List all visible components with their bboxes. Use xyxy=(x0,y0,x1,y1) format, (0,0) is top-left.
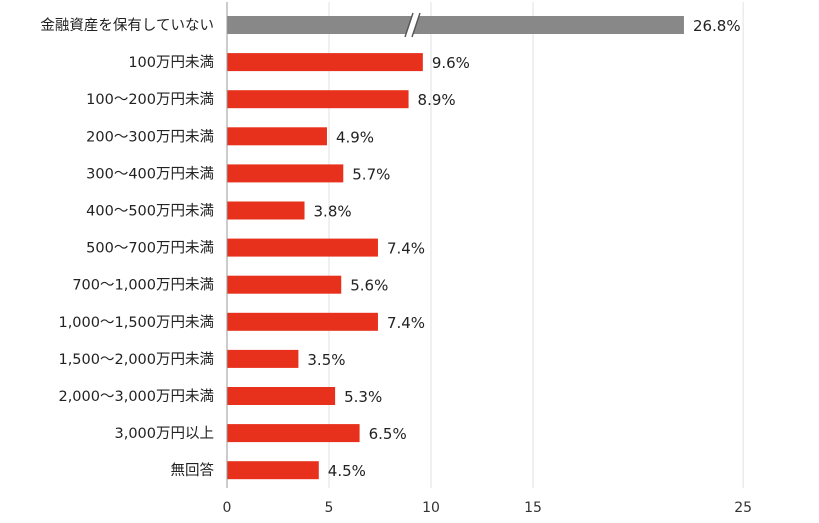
category-label: 3,000万円以上 xyxy=(114,425,214,442)
value-label: 3.8% xyxy=(314,203,352,221)
bar xyxy=(227,164,344,183)
bar xyxy=(227,461,319,480)
x-tick-label: 0 xyxy=(223,500,232,516)
category-label: 無回答 xyxy=(171,462,215,479)
value-label: 7.4% xyxy=(387,314,425,332)
category-label: 100～200万円未満 xyxy=(86,91,214,108)
value-label: 5.7% xyxy=(352,165,390,183)
category-label: 700～1,000万円未満 xyxy=(72,277,214,294)
axis-break-gap xyxy=(405,13,420,37)
axis-break-slash xyxy=(404,12,414,38)
bar xyxy=(227,238,378,257)
category-label: 200～300万円未満 xyxy=(86,128,214,145)
bar xyxy=(227,349,299,368)
category-labels: 金融資産を保有していない 100万円未満 100～200万円未満 200～300万円未… xyxy=(40,17,214,479)
value-label: 8.9% xyxy=(418,91,456,109)
x-axis-ticks: 0 5 10 15 25 xyxy=(223,500,752,516)
bar xyxy=(227,424,360,443)
bar xyxy=(227,312,378,331)
x-tick-label: 5 xyxy=(325,500,334,516)
category-label: 金融資産を保有していない xyxy=(40,17,214,34)
bar xyxy=(227,127,327,146)
axis-break-mark xyxy=(404,12,421,38)
value-labels: 26.8% 9.6% 8.9% 4.9% 5.7% 3.8% 7.4% 5.6% 7.4% 3.5… xyxy=(307,17,740,480)
bar xyxy=(227,201,305,220)
category-label: 100万円未満 xyxy=(128,54,214,71)
bar xyxy=(227,53,423,72)
value-label: 6.5% xyxy=(369,425,407,443)
bars xyxy=(227,12,684,480)
value-label: 26.8% xyxy=(693,17,741,35)
category-label: 400～500万円未満 xyxy=(86,203,214,220)
axis-break-slash xyxy=(411,12,421,38)
value-label: 5.6% xyxy=(350,277,388,295)
value-label: 4.5% xyxy=(328,462,366,480)
category-label: 1,000～1,500万円未満 xyxy=(58,314,214,331)
bar xyxy=(227,387,336,405)
value-label: 5.3% xyxy=(344,388,382,406)
value-label: 7.4% xyxy=(387,240,425,258)
value-label: 9.6% xyxy=(432,54,470,72)
value-label: 4.9% xyxy=(336,128,374,146)
x-tick-label: 25 xyxy=(734,500,752,516)
category-label: 500～700万円未満 xyxy=(86,240,214,257)
value-label: 3.5% xyxy=(307,351,345,369)
x-tick-label: 10 xyxy=(422,500,440,516)
category-label: 300～400万円未満 xyxy=(86,165,214,182)
bar xyxy=(227,16,684,34)
category-label: 2,000～3,000万円未満 xyxy=(58,388,214,405)
bar xyxy=(227,275,342,294)
category-label: 1,500～2,000万円未満 xyxy=(58,351,214,368)
x-tick-label: 15 xyxy=(524,500,542,516)
bar xyxy=(227,90,409,109)
